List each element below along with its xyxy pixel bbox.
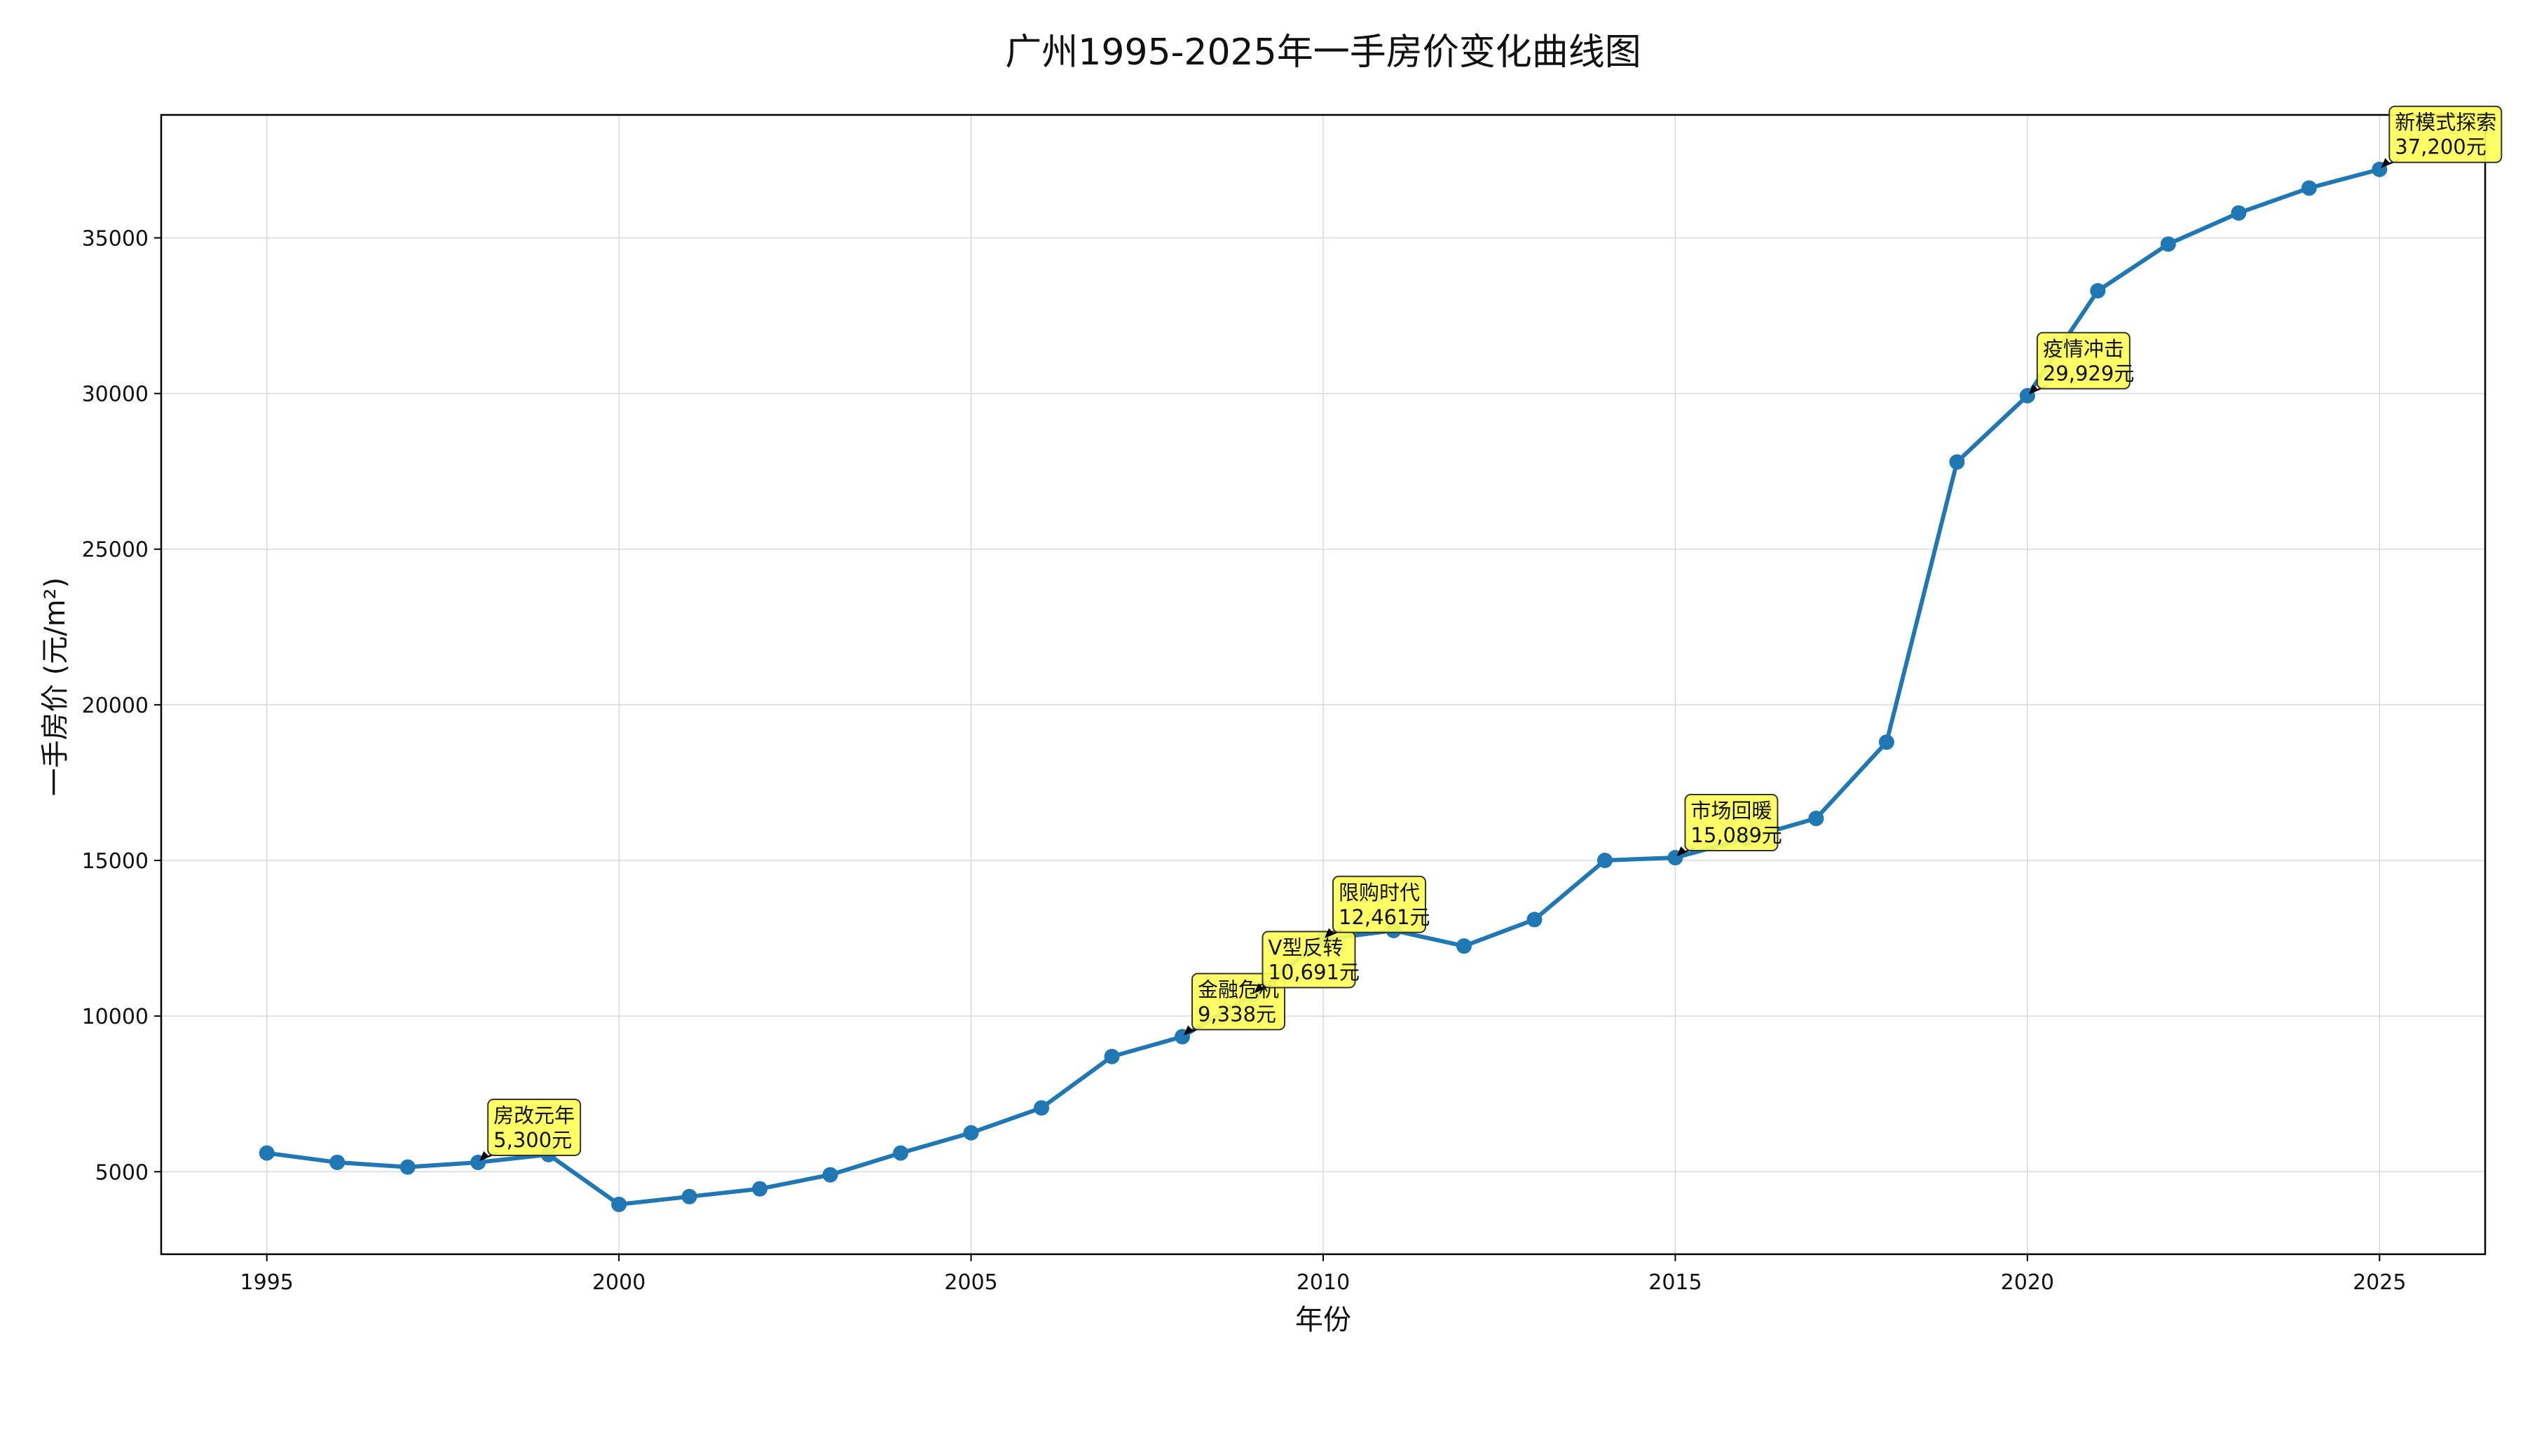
annotation-box xyxy=(1262,930,1356,989)
data-point xyxy=(611,1196,627,1212)
y-tick-label: 15000 xyxy=(82,849,149,874)
annotation-arrowhead xyxy=(2028,384,2039,394)
data-point xyxy=(822,1167,838,1183)
data-point xyxy=(2301,180,2317,196)
annotation-value: 5,300元 xyxy=(493,1128,572,1152)
annotation-value: 29,929元 xyxy=(2043,362,2134,385)
annotation-arrowhead xyxy=(1184,1025,1194,1036)
data-point xyxy=(2231,205,2247,221)
x-tick-label: 1995 xyxy=(240,1270,294,1295)
annotation-value: 15,089元 xyxy=(1690,823,1782,847)
annotation-label: 市场回暖 xyxy=(1690,799,1772,823)
data-point xyxy=(1526,912,1543,928)
data-point xyxy=(681,1188,697,1204)
annotation-box xyxy=(1684,794,1779,852)
annotation-label: V型反转 xyxy=(1269,935,1343,959)
chart-title: 广州1995-2025年一手房价变化曲线图 xyxy=(1005,32,1641,74)
y-tick-label: 20000 xyxy=(82,694,149,718)
x-axis-label: 年份 xyxy=(1295,1304,1351,1336)
data-point xyxy=(399,1159,416,1175)
annotation-value: 37,200元 xyxy=(2395,135,2486,159)
x-tick-label: 2025 xyxy=(2353,1270,2406,1295)
annotation-box xyxy=(2388,105,2503,163)
annotation-label: 新模式探索 xyxy=(2395,111,2496,135)
data-point xyxy=(752,1181,768,1197)
data-point xyxy=(329,1154,346,1170)
data-point xyxy=(1034,1100,1050,1116)
data-point xyxy=(1104,1048,1120,1064)
data-point xyxy=(1808,811,1824,827)
annotation-label: 房改元年 xyxy=(493,1104,575,1127)
annotation-arrowhead xyxy=(1254,983,1264,994)
annotation-value: 12,461元 xyxy=(1339,905,1430,929)
annotation-box xyxy=(1332,875,1426,933)
annotation-box xyxy=(2036,331,2131,390)
x-tick-label: 2020 xyxy=(2001,1270,2054,1295)
annotation-arrowhead xyxy=(479,1151,490,1161)
annotation-value: 9,338元 xyxy=(1198,1003,1276,1026)
x-tick-label: 2015 xyxy=(1648,1270,1702,1295)
annotation-label: 限购时代 xyxy=(1339,881,1420,905)
annotation-arrowhead xyxy=(2381,158,2391,168)
annotation-value: 10,691元 xyxy=(1269,960,1360,984)
annotation-box xyxy=(487,1098,582,1156)
y-tick-label: 35000 xyxy=(82,226,149,251)
data-point xyxy=(2090,283,2106,299)
data-point xyxy=(1878,734,1894,750)
y-axis-label: 一手房价 (元/m²) xyxy=(39,577,71,796)
axes-layer: 1995 2000 2005 2010 2015 2020 2025 5000 10000 150… xyxy=(82,114,2487,1295)
data-point xyxy=(963,1125,979,1141)
data-point xyxy=(2160,236,2176,252)
data-point xyxy=(1949,454,1965,470)
y-tick-label: 5000 xyxy=(95,1160,149,1185)
x-tick-label: 2010 xyxy=(1297,1270,1350,1295)
y-tick-label: 10000 xyxy=(82,1005,149,1029)
data-point xyxy=(1596,853,1613,869)
annotation-layer: 房改元年5,300元金融危机9,338元V型反转10,691元限购时代12,46… xyxy=(479,105,2503,1161)
y-tick-label: 25000 xyxy=(82,538,149,563)
x-tick-label: 2005 xyxy=(944,1270,997,1295)
data-point xyxy=(893,1145,909,1161)
grid-layer xyxy=(161,115,2485,1254)
x-tick-label: 2000 xyxy=(592,1270,645,1295)
y-tick-label: 30000 xyxy=(82,383,149,407)
annotation-arrowhead xyxy=(1676,846,1687,857)
data-point xyxy=(1456,938,1472,954)
annotation-label: 疫情冲击 xyxy=(2043,337,2124,361)
annotation-arrowhead xyxy=(1325,928,1334,938)
data-point xyxy=(259,1145,275,1161)
